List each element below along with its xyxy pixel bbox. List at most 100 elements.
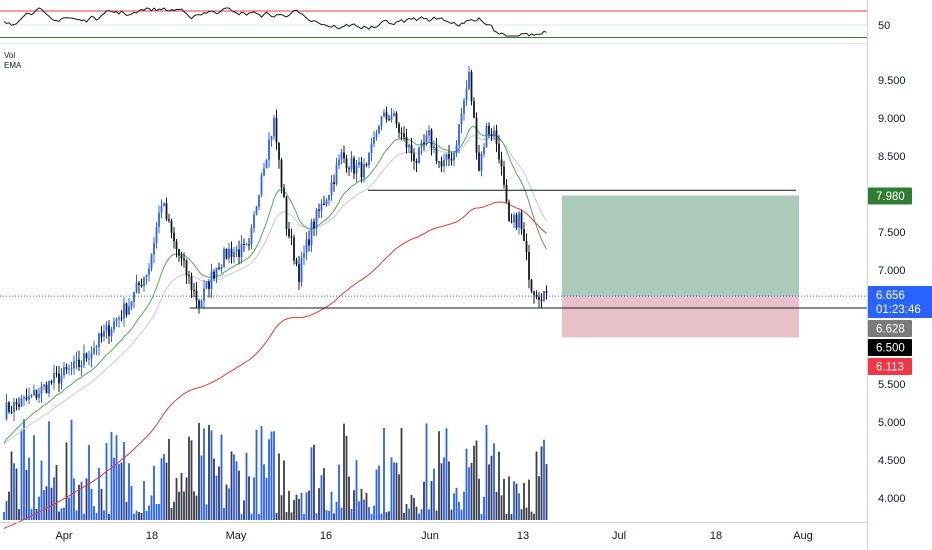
- candle-body: [400, 132, 403, 134]
- horizontal-levels: [0, 189, 867, 309]
- candle-body: [288, 228, 290, 237]
- volume-bar: [420, 509, 423, 520]
- candle-body: [245, 244, 248, 246]
- volume-bar: [408, 508, 410, 520]
- volume-bar: [133, 513, 135, 520]
- volume-bar: [423, 481, 425, 520]
- volume-bar: [248, 476, 250, 520]
- candle-body: [53, 373, 55, 383]
- volume-bar: [235, 461, 238, 520]
- candle-body: [460, 113, 463, 125]
- volume-bar: [518, 493, 520, 520]
- candle-body: [140, 284, 143, 287]
- volume-bar: [308, 490, 310, 520]
- candle-body: [528, 251, 530, 280]
- candle-body: [530, 279, 533, 292]
- candle-body: [163, 203, 165, 207]
- volume-bar: [158, 503, 160, 520]
- candle-body: [75, 359, 78, 362]
- volume-bar: [428, 509, 430, 520]
- candle-body: [25, 397, 28, 400]
- volume-bar: [105, 443, 108, 520]
- volume-bar: [400, 427, 403, 520]
- volume-bar: [498, 451, 500, 520]
- candle-body: [270, 136, 273, 140]
- volume-bar: [388, 511, 390, 520]
- candle-body: [425, 135, 428, 144]
- loss-zone: [562, 296, 799, 338]
- candle-body: [183, 258, 185, 261]
- candle-body: [88, 358, 90, 360]
- volume-bar: [145, 510, 148, 520]
- candle-body: [403, 133, 405, 137]
- volume-bar: [83, 513, 85, 520]
- position-zones: [562, 195, 799, 338]
- candle-body: [283, 187, 285, 198]
- volume-bar: [293, 499, 295, 520]
- volume-bar: [168, 438, 170, 520]
- candle-body: [490, 134, 493, 137]
- volume-bar: [360, 488, 363, 520]
- candle-body: [273, 117, 275, 137]
- candle-body: [45, 384, 48, 394]
- candle-body: [35, 390, 38, 398]
- candle-body: [410, 144, 413, 154]
- volume-bar: [513, 481, 515, 520]
- candle-body: [475, 117, 478, 153]
- time-axis: Apr 18 May 16 Jun 13 Jul 18 Aug: [55, 530, 812, 542]
- volume-bar: [485, 424, 488, 520]
- volume-bar: [3, 512, 5, 520]
- volume-bar: [28, 457, 30, 520]
- price-tick-label: 8.500: [878, 151, 906, 163]
- candle-body: [50, 380, 53, 383]
- candle-body: [388, 118, 390, 121]
- volume-bar: [125, 501, 128, 520]
- volume-bar: [430, 481, 433, 520]
- candle-body: [278, 142, 280, 160]
- volume-bar: [438, 431, 440, 520]
- volume-bar: [88, 445, 90, 520]
- candle-body: [383, 112, 385, 117]
- volume-bar: [448, 461, 450, 520]
- volume-bar: [363, 499, 365, 520]
- volume-bar: [303, 513, 305, 520]
- volume-bar: [395, 462, 398, 520]
- candle-body: [443, 159, 445, 167]
- volume-bar: [218, 466, 220, 520]
- volume-bar: [288, 491, 290, 520]
- candle-body: [338, 159, 340, 166]
- candle-body: [8, 402, 10, 412]
- candle-body: [450, 158, 453, 161]
- candle-body: [385, 112, 388, 119]
- price-tick-label: 4.000: [878, 493, 906, 505]
- candle-body: [523, 229, 525, 241]
- candle-body: [365, 164, 368, 166]
- volume-bar: [163, 454, 165, 520]
- volume-bar: [100, 488, 103, 520]
- svg-text:01:23:46: 01:23:46: [876, 304, 921, 316]
- candle-body: [110, 329, 113, 336]
- candle-body: [538, 296, 540, 300]
- profit-zone: [562, 195, 799, 297]
- prev-close-tag: 6.628: [868, 320, 912, 337]
- volume-bar: [483, 496, 485, 520]
- volume-bar: [210, 430, 213, 520]
- volume-bar: [5, 501, 8, 520]
- candle-body: [100, 333, 103, 337]
- time-tick-label: Jun: [421, 530, 439, 542]
- candle-body: [535, 294, 538, 297]
- candle-body: [265, 159, 268, 169]
- ema-indicator-label: EMA: [4, 61, 22, 70]
- candle-body: [130, 302, 133, 307]
- candle-body: [215, 267, 218, 279]
- candle-body: [478, 152, 480, 171]
- candle-body: [195, 290, 198, 301]
- candle-body: [263, 168, 265, 176]
- volume-bar: [283, 460, 285, 520]
- candle-body: [498, 143, 500, 160]
- candle-body: [325, 200, 328, 205]
- time-tick-label: 16: [320, 530, 332, 542]
- candle-body: [268, 139, 270, 160]
- candle-body: [40, 386, 43, 394]
- time-tick-label: 18: [710, 530, 722, 542]
